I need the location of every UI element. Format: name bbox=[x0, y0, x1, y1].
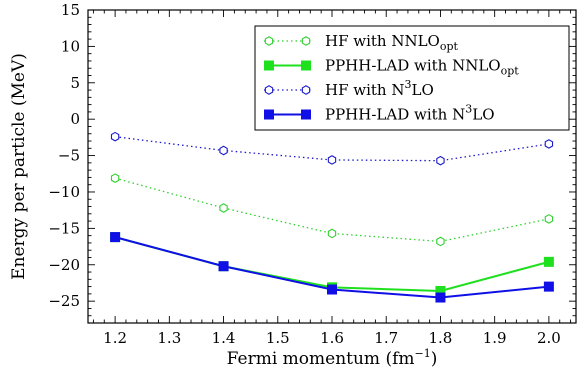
data-point bbox=[435, 292, 446, 303]
x-tick-label: 1.3 bbox=[157, 329, 181, 347]
data-point bbox=[327, 228, 337, 239]
data-point bbox=[436, 155, 445, 166]
legend-entry: HF with NNLOopt bbox=[264, 32, 459, 53]
data-point bbox=[543, 281, 554, 292]
y-tick-label: 10 bbox=[61, 37, 80, 55]
y-tick-label: 0 bbox=[70, 110, 80, 128]
tick-labels: 1.2 1.3 1.4 1.5 1.6 1.7 1.8 1.9 2.0 15 10 5 0 −5 −10 −1… bbox=[48, 1, 560, 347]
series-3 bbox=[110, 131, 554, 166]
x-tick-label: 1.9 bbox=[483, 329, 507, 347]
y-tick-label: −20 bbox=[48, 256, 80, 274]
legend-marker bbox=[264, 109, 274, 120]
data-point bbox=[110, 131, 120, 142]
data-point bbox=[327, 284, 337, 295]
series-layer bbox=[110, 131, 554, 303]
data-point bbox=[110, 232, 121, 243]
y-tick-label: −25 bbox=[48, 292, 80, 310]
x-axis-label: Fermi momentum (fm−1) bbox=[227, 347, 438, 369]
data-point bbox=[436, 236, 445, 247]
y-axis-label: Energy per particle (MeV) bbox=[9, 53, 29, 280]
x-tick-label: 2.0 bbox=[537, 329, 561, 347]
data-point bbox=[544, 139, 554, 149]
legend-marker bbox=[301, 109, 311, 120]
y-tick-label: 15 bbox=[61, 1, 80, 19]
series-line bbox=[115, 136, 549, 162]
data-point bbox=[219, 145, 228, 156]
legend-marker bbox=[301, 85, 311, 95]
x-tick-label: 1.2 bbox=[103, 329, 127, 347]
legend-marker bbox=[264, 85, 274, 95]
legend-marker bbox=[264, 60, 274, 71]
data-point bbox=[110, 173, 120, 183]
x-tick-label: 1.5 bbox=[266, 329, 290, 347]
data-point bbox=[327, 155, 337, 165]
x-tick-label: 1.4 bbox=[212, 329, 236, 347]
y-tick-label: 5 bbox=[70, 74, 80, 92]
legend-label: HF with NNLOopt bbox=[325, 32, 459, 53]
legend-label: PPHH-LAD with NNLOopt bbox=[325, 57, 519, 78]
legend-label: PPHH-LAD with N3LO bbox=[325, 103, 495, 124]
x-tick-label: 1.8 bbox=[429, 329, 453, 347]
series-1 bbox=[110, 173, 554, 247]
legend-label: HF with N3LO bbox=[325, 78, 434, 99]
legend-entry: PPHH-LAD with NNLOopt bbox=[264, 57, 519, 78]
data-point bbox=[218, 261, 229, 272]
x-tick-label: 1.7 bbox=[374, 329, 398, 347]
legend-entry: PPHH-LAD with N3LO bbox=[264, 103, 495, 124]
legend-marker bbox=[264, 36, 274, 46]
x-tick-label: 1.6 bbox=[320, 329, 344, 347]
y-tick-label: −5 bbox=[58, 147, 80, 165]
series-4 bbox=[110, 232, 554, 303]
series-line bbox=[114, 177, 550, 243]
data-point bbox=[219, 203, 228, 213]
legend-marker bbox=[301, 36, 311, 46]
plot-frame bbox=[87, 9, 577, 324]
legend-entry: HF with N3LO bbox=[264, 78, 434, 99]
data-point bbox=[544, 214, 554, 224]
y-tick-label: −15 bbox=[48, 219, 80, 237]
y-tick-label: −10 bbox=[48, 183, 80, 201]
data-point bbox=[543, 256, 554, 267]
legend-marker bbox=[301, 60, 311, 71]
